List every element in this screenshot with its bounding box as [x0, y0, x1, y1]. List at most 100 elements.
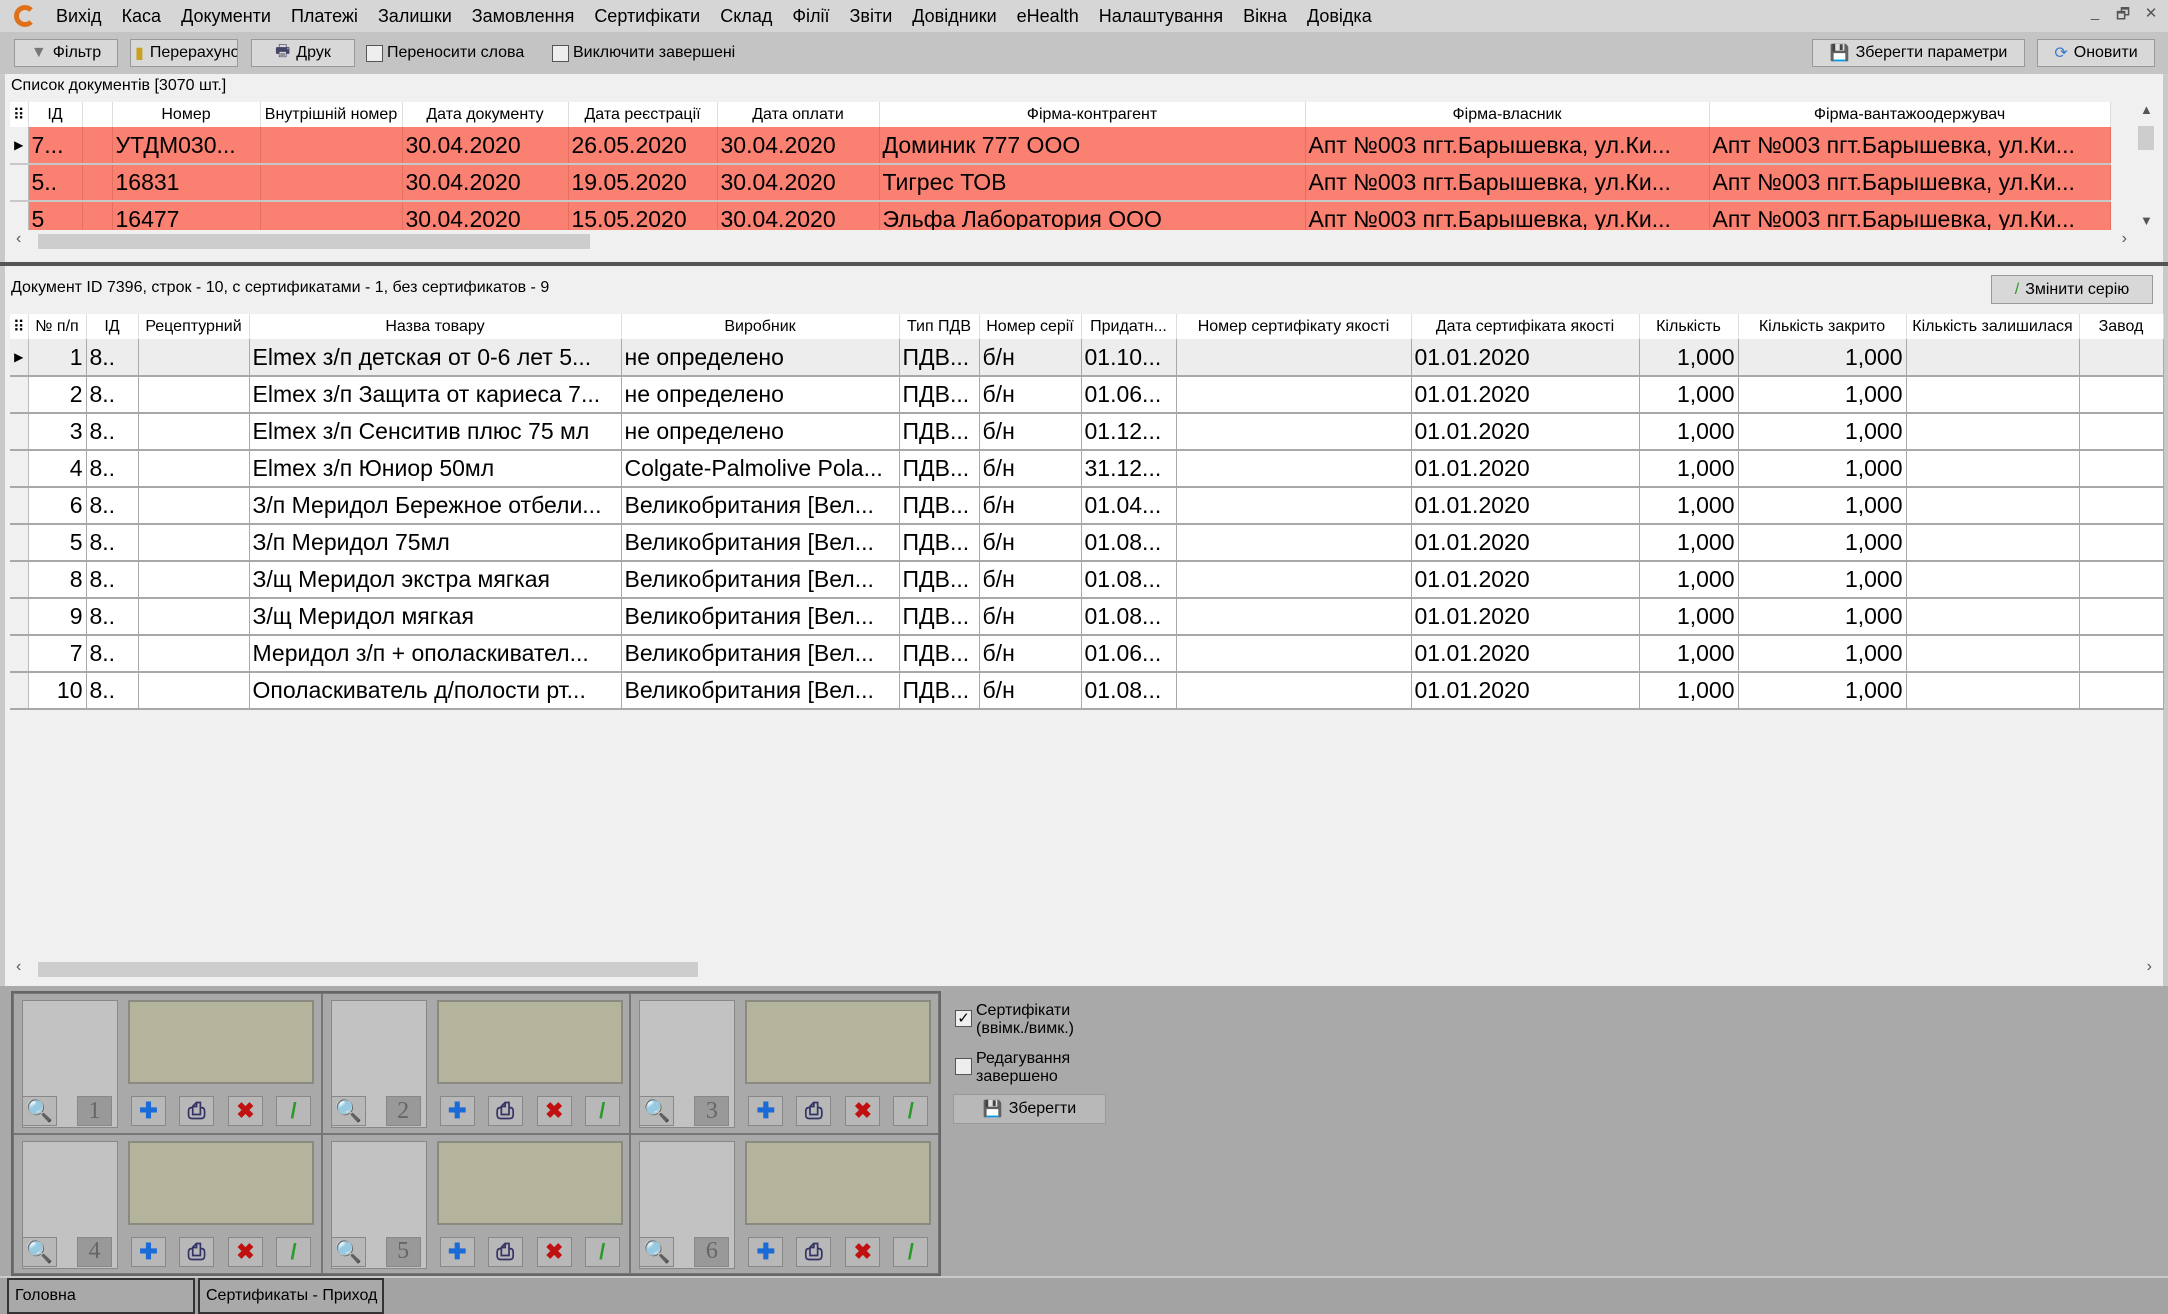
pane-splitter[interactable]: [0, 262, 2168, 266]
column-header[interactable]: Кількість залишилася: [1906, 314, 2080, 339]
save-certificates-button[interactable]: 💾 Зберегти: [953, 1094, 1106, 1124]
column-header[interactable]: Тип ПДВ: [899, 314, 980, 339]
tab-certificates-incoming[interactable]: Сертификаты - Приход: [198, 1278, 384, 1314]
menu-item-13[interactable]: Вікна: [1243, 5, 1287, 26]
add-button[interactable]: ✚: [131, 1236, 166, 1267]
table-row[interactable]: 5 8.. З/п Меридол 75мл Великобритания [Вел.…: [10, 524, 2164, 562]
column-header[interactable]: Придатн...: [1081, 314, 1177, 339]
column-header[interactable]: Виробник: [621, 314, 900, 339]
row-indicator[interactable]: [10, 561, 29, 599]
edit-done-checkbox[interactable]: Редагування завершено: [955, 1050, 1086, 1086]
row-indicator[interactable]: [10, 413, 29, 451]
table-row[interactable]: 10 8.. Ополаскиватель д/полости рт... Велик…: [10, 672, 2164, 710]
column-header[interactable]: Номер: [112, 102, 261, 127]
zoom-button[interactable]: 🔍: [639, 1236, 675, 1267]
menu-item-4[interactable]: Залишки: [377, 5, 452, 26]
column-header[interactable]: Назва товару: [249, 314, 622, 339]
column-header[interactable]: Внутрішній номер: [260, 102, 403, 127]
add-button[interactable]: ✚: [439, 1236, 475, 1267]
delete-button[interactable]: ✖: [536, 1096, 572, 1126]
minimize-button[interactable]: _: [2090, 4, 2100, 21]
menu-item-10[interactable]: Довідники: [912, 5, 997, 26]
table-row[interactable]: 8 8.. З/щ Меридол экстра мягкая Великобрита…: [10, 561, 2164, 599]
pencil-button[interactable]: /: [276, 1236, 311, 1267]
documents-vertical-scrollbar[interactable]: ▲ ▼: [2135, 102, 2157, 228]
checkbox-box[interactable]: [552, 44, 569, 62]
column-header[interactable]: Дата документу: [402, 102, 569, 127]
delete-button[interactable]: ✖: [228, 1236, 263, 1267]
table-row[interactable]: ▶ 7... УТДМ030... 30.04.2020 26.05.2020 30.04…: [10, 127, 2111, 165]
menu-item-5[interactable]: Замовлення: [471, 5, 575, 26]
column-header[interactable]: ІД: [28, 102, 83, 127]
column-header[interactable]: Кількість: [1639, 314, 1739, 339]
row-indicator[interactable]: [10, 635, 29, 673]
menu-item-6[interactable]: Сертифікати: [594, 5, 701, 26]
row-indicator[interactable]: [10, 376, 29, 414]
column-header[interactable]: Фірма-вантажоодержувач: [1709, 102, 2111, 127]
zoom-button[interactable]: 🔍: [22, 1096, 57, 1126]
certificate-image[interactable]: [745, 1000, 932, 1084]
menu-item-8[interactable]: Філії: [792, 5, 830, 26]
grid-settings-icon[interactable]: ⠿: [10, 314, 29, 339]
menu-item-1[interactable]: Каса: [121, 5, 162, 26]
column-header[interactable]: Дата сертифіката якості: [1411, 314, 1640, 339]
delete-button[interactable]: ✖: [536, 1236, 572, 1267]
add-button[interactable]: ✚: [748, 1236, 784, 1267]
menu-item-11[interactable]: eHealth: [1016, 5, 1079, 26]
column-header[interactable]: Номер серії: [979, 314, 1082, 339]
table-row[interactable]: ▶ 1 8.. Elmex з/п детская от 0-6 лет 5... не…: [10, 339, 2164, 377]
add-button[interactable]: ✚: [748, 1096, 784, 1126]
lines-horizontal-scrollbar[interactable]: ‹ ›: [10, 958, 2160, 980]
table-row[interactable]: 5.. 16831 30.04.2020 19.05.2020 30.04.2020 Ти…: [10, 164, 2111, 202]
documents-horizontal-scrollbar[interactable]: ‹ ›: [10, 230, 2135, 252]
table-row[interactable]: 2 8.. Elmex з/п Защита от кариеса 7... не о…: [10, 376, 2164, 414]
row-indicator[interactable]: [10, 487, 29, 525]
menu-item-14[interactable]: Довідка: [1306, 5, 1372, 26]
menu-item-9[interactable]: Звіти: [849, 5, 893, 26]
row-indicator[interactable]: [10, 164, 29, 202]
pencil-button[interactable]: /: [893, 1236, 929, 1267]
column-header[interactable]: ІД: [86, 314, 139, 339]
menu-item-7[interactable]: Склад: [720, 5, 773, 26]
certificate-image[interactable]: [436, 1140, 623, 1225]
add-button[interactable]: ✚: [131, 1096, 166, 1126]
table-row[interactable]: 6 8.. З/п Меридол Бережное отбели... Велико…: [10, 487, 2164, 525]
scan-button[interactable]: ⎙: [487, 1096, 523, 1126]
certificate-image[interactable]: [128, 1140, 314, 1225]
column-header[interactable]: Кількість закрито: [1738, 314, 1907, 339]
exclude-done-checkbox[interactable]: Виключити завершені: [552, 44, 735, 62]
document-lines-grid[interactable]: ⠿ № п/п ІД Рецептурний Назва товару Виробник Т…: [10, 314, 2164, 710]
save-params-button[interactable]: 💾 Зберегти параметри: [1812, 39, 2025, 67]
row-indicator[interactable]: ▶: [10, 127, 29, 165]
column-header[interactable]: [82, 102, 113, 127]
column-header[interactable]: Фірма-контрагент: [879, 102, 1306, 127]
wrap-words-checkbox[interactable]: Переносити слова: [366, 44, 524, 62]
refresh-button[interactable]: ⟳ Оновити: [2037, 39, 2155, 67]
table-row[interactable]: 9 8.. З/щ Меридол мягкая Великобритания [Ве…: [10, 598, 2164, 636]
column-header[interactable]: Рецептурний: [138, 314, 250, 339]
checkbox-box[interactable]: ✓: [955, 1010, 972, 1027]
zoom-button[interactable]: 🔍: [22, 1236, 57, 1267]
scan-button[interactable]: ⎙: [179, 1236, 214, 1267]
documents-grid[interactable]: ⠿ ІД Номер Внутрішній номер Дата документу Да…: [10, 102, 2111, 239]
pencil-button[interactable]: /: [276, 1096, 311, 1126]
grid-settings-icon[interactable]: ⠿: [10, 102, 29, 127]
row-indicator[interactable]: [10, 450, 29, 488]
scan-button[interactable]: ⎙: [796, 1236, 832, 1267]
menu-item-12[interactable]: Налаштування: [1098, 5, 1224, 26]
column-header[interactable]: Номер сертифікату якості: [1176, 314, 1412, 339]
menu-item-2[interactable]: Документи: [181, 5, 271, 26]
column-header[interactable]: № п/п: [28, 314, 87, 339]
column-header[interactable]: Фірма-власник: [1305, 102, 1710, 127]
row-indicator[interactable]: [10, 598, 29, 636]
add-button[interactable]: ✚: [439, 1096, 475, 1126]
menu-item-3[interactable]: Платежі: [290, 5, 358, 26]
zoom-button[interactable]: 🔍: [330, 1096, 366, 1126]
checkbox-box[interactable]: [955, 1058, 972, 1075]
change-series-button[interactable]: / Змінити серію: [1991, 275, 2153, 304]
menu-item-0[interactable]: Вихід: [56, 5, 102, 26]
row-indicator[interactable]: ▶: [10, 339, 29, 377]
print-button[interactable]: 🖶 Друк: [251, 39, 355, 67]
tab-main[interactable]: Головна: [7, 1278, 195, 1314]
close-button[interactable]: ✕: [2144, 5, 2158, 22]
